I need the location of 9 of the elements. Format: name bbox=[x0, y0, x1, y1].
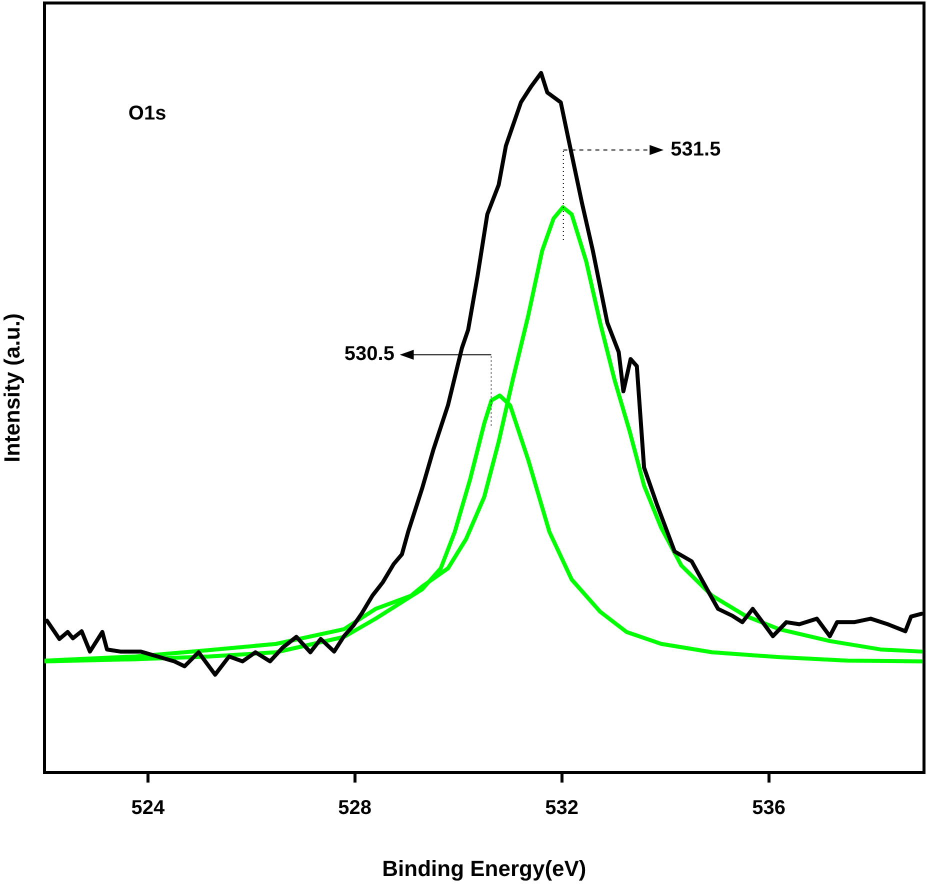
x-tick-label: 524 bbox=[131, 797, 166, 820]
x-tick-label: 536 bbox=[752, 797, 786, 820]
x-tick-label: 528 bbox=[338, 797, 372, 820]
x-axis-title: Binding Energy(eV) bbox=[382, 856, 586, 881]
annotation: 530.5 bbox=[344, 343, 394, 366]
x-tick-label: 532 bbox=[545, 797, 578, 820]
y-axis-title: Intensity (a.u.) bbox=[0, 313, 24, 462]
annotation: 531.5 bbox=[670, 138, 721, 161]
annotation: O1s bbox=[128, 102, 166, 124]
